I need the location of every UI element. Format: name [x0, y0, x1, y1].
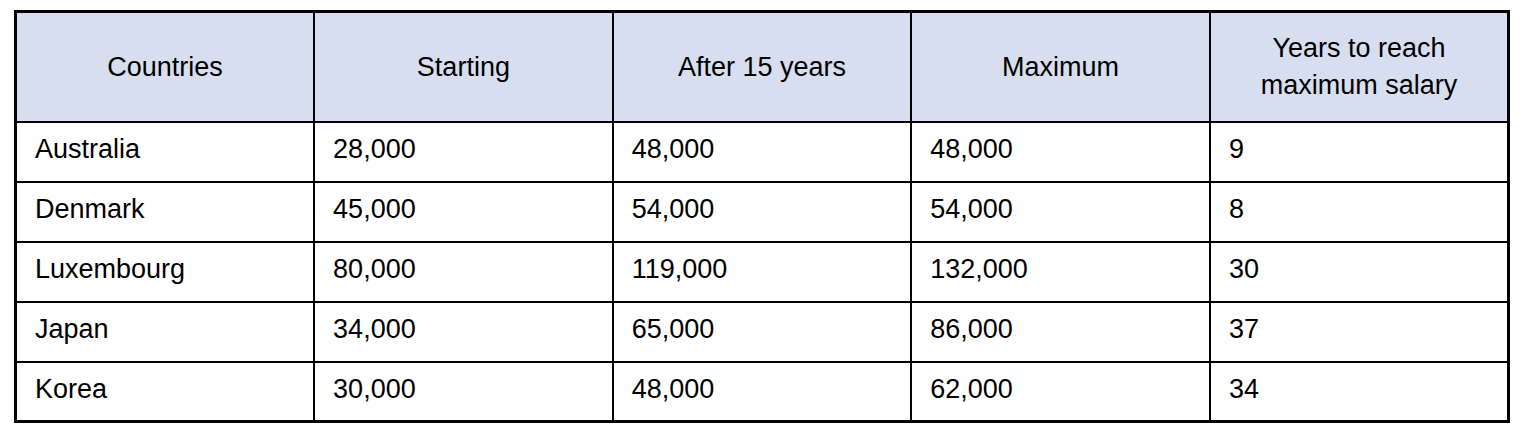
years-cell: 30 — [1210, 242, 1509, 302]
maximum-cell: 132,000 — [911, 242, 1210, 302]
maximum-cell: 48,000 — [911, 122, 1210, 182]
header-cell-after-15-years: After 15 years — [613, 12, 912, 122]
page: Countries Starting After 15 years Maximu… — [0, 0, 1524, 430]
after-15-years-cell: 48,000 — [613, 362, 912, 422]
header-row: Countries Starting After 15 years Maximu… — [16, 12, 1509, 122]
table-header: Countries Starting After 15 years Maximu… — [16, 12, 1509, 122]
starting-cell: 80,000 — [314, 242, 613, 302]
starting-cell: 34,000 — [314, 302, 613, 362]
table-row-korea: Korea 30,000 48,000 62,000 34 — [16, 362, 1509, 422]
table-body: Australia 28,000 48,000 48,000 9 Denmark… — [16, 122, 1509, 422]
after-15-years-cell: 48,000 — [613, 122, 912, 182]
header-cell-maximum: Maximum — [911, 12, 1210, 122]
country-cell: Australia — [16, 122, 315, 182]
maximum-cell: 86,000 — [911, 302, 1210, 362]
table-row-japan: Japan 34,000 65,000 86,000 37 — [16, 302, 1509, 362]
country-cell: Luxembourg — [16, 242, 315, 302]
after-15-years-cell: 54,000 — [613, 182, 912, 242]
header-cell-starting: Starting — [314, 12, 613, 122]
maximum-cell: 54,000 — [911, 182, 1210, 242]
country-cell: Japan — [16, 302, 315, 362]
after-15-years-cell: 65,000 — [613, 302, 912, 362]
country-cell: Korea — [16, 362, 315, 422]
table-row-luxembourg: Luxembourg 80,000 119,000 132,000 30 — [16, 242, 1509, 302]
years-cell: 9 — [1210, 122, 1509, 182]
maximum-cell: 62,000 — [911, 362, 1210, 422]
after-15-years-cell: 119,000 — [613, 242, 912, 302]
header-cell-countries: Countries — [16, 12, 315, 122]
country-cell: Denmark — [16, 182, 315, 242]
table-row-australia: Australia 28,000 48,000 48,000 9 — [16, 122, 1509, 182]
years-cell: 37 — [1210, 302, 1509, 362]
salary-table: Countries Starting After 15 years Maximu… — [14, 10, 1510, 423]
starting-cell: 30,000 — [314, 362, 613, 422]
table-row-denmark: Denmark 45,000 54,000 54,000 8 — [16, 182, 1509, 242]
starting-cell: 45,000 — [314, 182, 613, 242]
years-cell: 8 — [1210, 182, 1509, 242]
years-cell: 34 — [1210, 362, 1509, 422]
starting-cell: 28,000 — [314, 122, 613, 182]
header-cell-years-to-reach-maximum: Years to reach maximum salary — [1210, 12, 1509, 122]
